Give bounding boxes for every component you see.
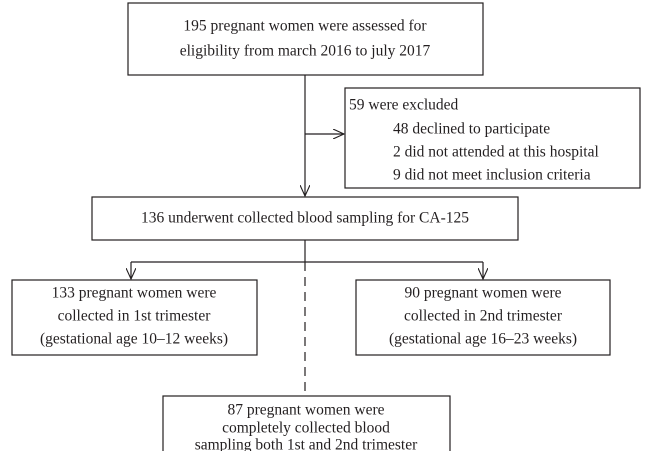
box-text: 136 underwent collected blood sampling f…	[141, 210, 469, 227]
box	[11, 279, 258, 356]
box-text: (gestational age 10–12 weeks)	[40, 331, 228, 348]
box	[344, 87, 641, 189]
box-text: collected in 1st trimester	[58, 308, 212, 325]
box-text: 9 did not meet inclusion criteria	[393, 167, 591, 184]
box	[91, 196, 519, 241]
box-text: sampling both 1st and 2nd trimester	[195, 437, 418, 451]
box-text: eligibility from march 2016 to july 2017	[180, 43, 431, 60]
box-text: completely collected blood	[222, 420, 390, 437]
box-text: 48 declined to participate	[393, 121, 550, 138]
box-text: 133 pregnant women were	[52, 285, 217, 302]
box-text: collected in 2nd trimester	[404, 308, 563, 325]
box-text: 2 did not attended at this hospital	[393, 144, 599, 161]
box-title: 59 were excluded	[349, 97, 459, 114]
box-text: 195 pregnant women were assessed for	[183, 18, 427, 35]
box-text: 90 pregnant women were	[404, 285, 561, 302]
box-text: 87 pregnant women were	[227, 402, 384, 419]
box-text: (gestational age 16–23 weeks)	[389, 331, 577, 348]
box	[162, 395, 451, 451]
box	[355, 279, 611, 356]
box	[127, 2, 484, 76]
